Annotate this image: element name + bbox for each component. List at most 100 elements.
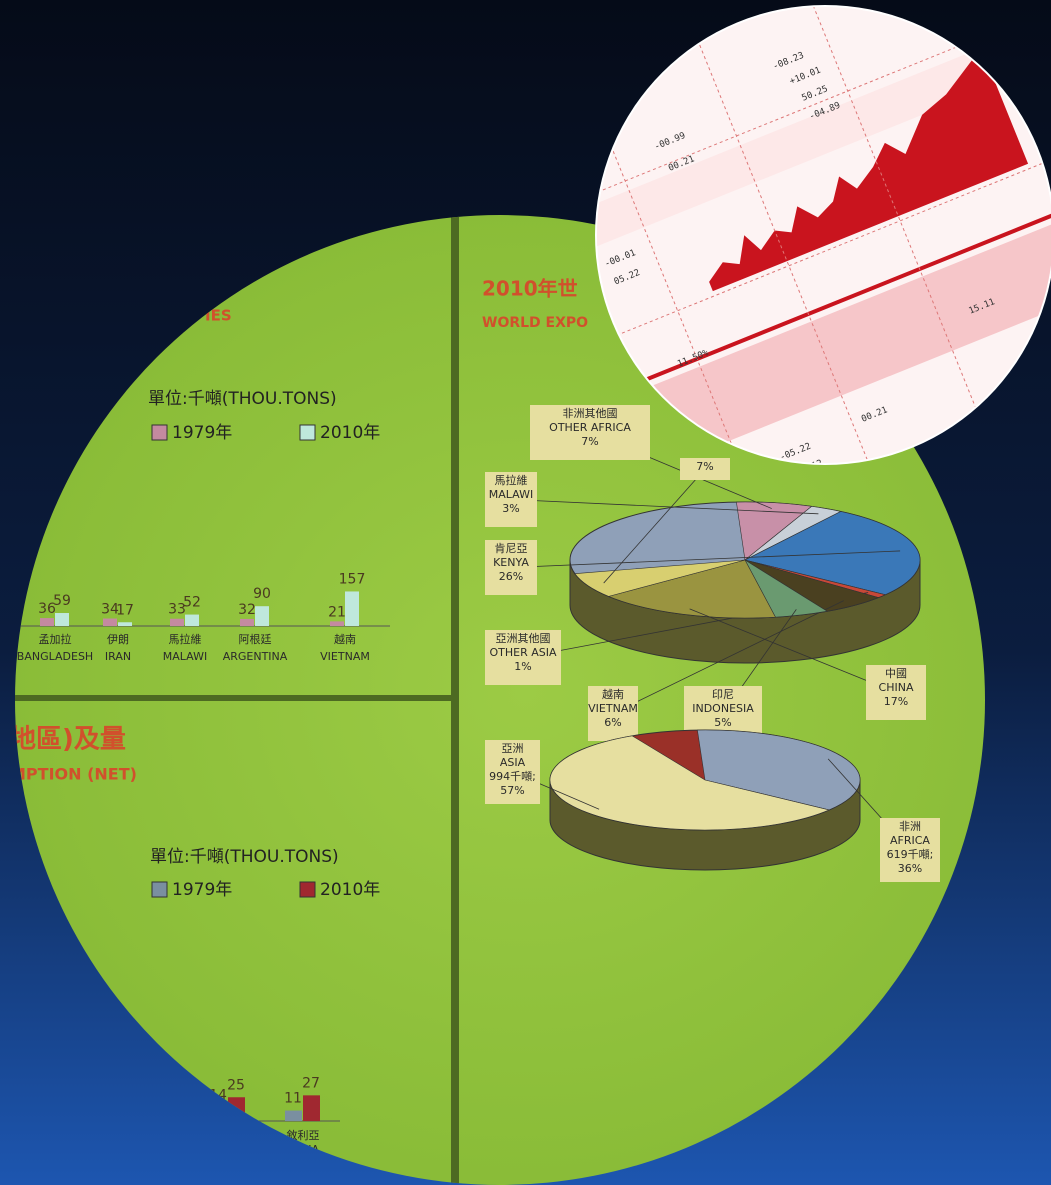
slice-label: 越南 xyxy=(602,687,624,701)
leader-line xyxy=(510,499,819,515)
bar xyxy=(240,618,254,626)
bar xyxy=(330,621,344,626)
slice-label: 7% xyxy=(696,460,713,473)
label-box xyxy=(485,540,537,595)
value-label: 11 xyxy=(284,1091,302,1107)
slice-label: 亞洲其他國 xyxy=(496,632,551,645)
bar xyxy=(185,614,199,626)
pie-slice xyxy=(744,511,921,596)
slice-label: 亞洲 xyxy=(502,742,524,755)
bar xyxy=(40,618,54,626)
label-box xyxy=(680,458,730,480)
label-box xyxy=(588,686,638,741)
panel-title: 地區)及量 xyxy=(10,725,126,755)
value-label: 21 xyxy=(328,604,346,620)
slice-label: ASIA xyxy=(500,756,526,769)
category-label: 孟加拉 xyxy=(39,632,72,646)
legend-label: 1979年 xyxy=(172,880,232,900)
slice-label: 5% xyxy=(714,716,731,729)
value-label: 90 xyxy=(253,586,271,602)
slice-label: 非洲其他國 xyxy=(563,407,618,420)
slice-label: AFRICA xyxy=(890,834,930,847)
band xyxy=(597,186,1051,463)
panel-subtitle: MPTION (NET) xyxy=(10,765,137,784)
label-box xyxy=(485,630,561,685)
legend-swatch xyxy=(151,424,168,441)
leader-line xyxy=(603,468,706,584)
value-label: 17 xyxy=(116,602,134,618)
bar xyxy=(285,1110,302,1121)
label-box xyxy=(866,665,926,720)
category-label: 敘利亞 xyxy=(287,1128,320,1142)
panel-subtitle: WORLD EXPO xyxy=(482,315,588,331)
value-label: 157 xyxy=(339,571,366,587)
slice-label: OTHER AFRICA xyxy=(549,421,631,434)
label-box xyxy=(485,472,537,527)
bar xyxy=(345,591,359,626)
slice-label: 中國 xyxy=(885,667,907,680)
bar xyxy=(170,618,184,626)
value-label: 27 xyxy=(302,1075,320,1091)
slice-label: INDONESIA xyxy=(692,702,754,715)
bar xyxy=(255,606,269,626)
pie-slice xyxy=(607,559,776,619)
slice-label: 馬拉維 xyxy=(495,473,528,487)
value-label: 52 xyxy=(183,595,201,611)
slice-label: 994千噸; xyxy=(489,769,536,783)
bar xyxy=(118,622,132,626)
slice-label: VIETNAM xyxy=(588,702,638,715)
value-label: 59 xyxy=(53,593,71,609)
value-label: 34 xyxy=(101,602,119,618)
slice-label: OTHER ASIA xyxy=(489,646,556,659)
slice-label: 17% xyxy=(884,695,908,708)
pie-slice xyxy=(549,735,831,831)
leader-line xyxy=(689,608,897,693)
value-label: 33 xyxy=(168,602,186,618)
unit: 單位:千噸(THOU.TONS) xyxy=(150,847,339,867)
category-label: 伊朗 xyxy=(107,633,129,646)
slice-label: 57% xyxy=(500,784,524,797)
category-label: 馬拉維 xyxy=(169,632,202,646)
label-box xyxy=(485,740,540,804)
legend-label: 1979年 xyxy=(172,423,232,443)
slice-label: 印尼 xyxy=(712,688,734,701)
category-label: MALAWI xyxy=(163,650,207,663)
pie-slice xyxy=(697,729,861,811)
category-label: IRAN xyxy=(105,650,131,663)
band xyxy=(597,177,1051,406)
slice-label: 6% xyxy=(604,716,621,729)
slice-label: 肯尼亞 xyxy=(495,542,528,555)
label-box xyxy=(880,818,940,882)
slice-label: 3% xyxy=(502,502,519,515)
unit: 單位:千噸(THOU.TONS) xyxy=(148,389,337,409)
slice-label: 1% xyxy=(514,660,531,673)
slice-label: 619千噸; xyxy=(887,847,934,861)
legend-swatch xyxy=(299,424,316,441)
label-box xyxy=(530,405,650,460)
panel-title: 2010年世 xyxy=(482,277,578,301)
slice-label: 36% xyxy=(898,862,922,875)
bar xyxy=(103,618,117,626)
slice-label: 26% xyxy=(499,570,523,583)
slice-label: KENYA xyxy=(493,556,529,569)
category-label: VIETNAM xyxy=(320,650,370,663)
slice-label: MALAWI xyxy=(489,488,533,501)
panel-title: IES xyxy=(205,307,232,325)
category-label: ARGENTINA xyxy=(223,650,288,663)
category-label: 越南 xyxy=(334,632,356,646)
value-label: 32 xyxy=(238,602,256,618)
inset: -08.23+10.0150.25-04.89-00.9900.21-00.01… xyxy=(597,7,1051,463)
legend-swatch xyxy=(151,881,168,898)
leader-line xyxy=(612,600,844,714)
slice-label: CHINA xyxy=(879,681,914,694)
leader-line xyxy=(510,550,901,568)
slice-label: 非洲 xyxy=(899,820,921,833)
legend-label: 2010年 xyxy=(320,880,380,900)
slice-label: 7% xyxy=(581,435,598,448)
legend-swatch xyxy=(299,881,316,898)
category-label: 阿根廷 xyxy=(239,632,272,646)
category-label: BANGLADESH xyxy=(17,650,93,663)
area-chart xyxy=(709,47,1029,292)
